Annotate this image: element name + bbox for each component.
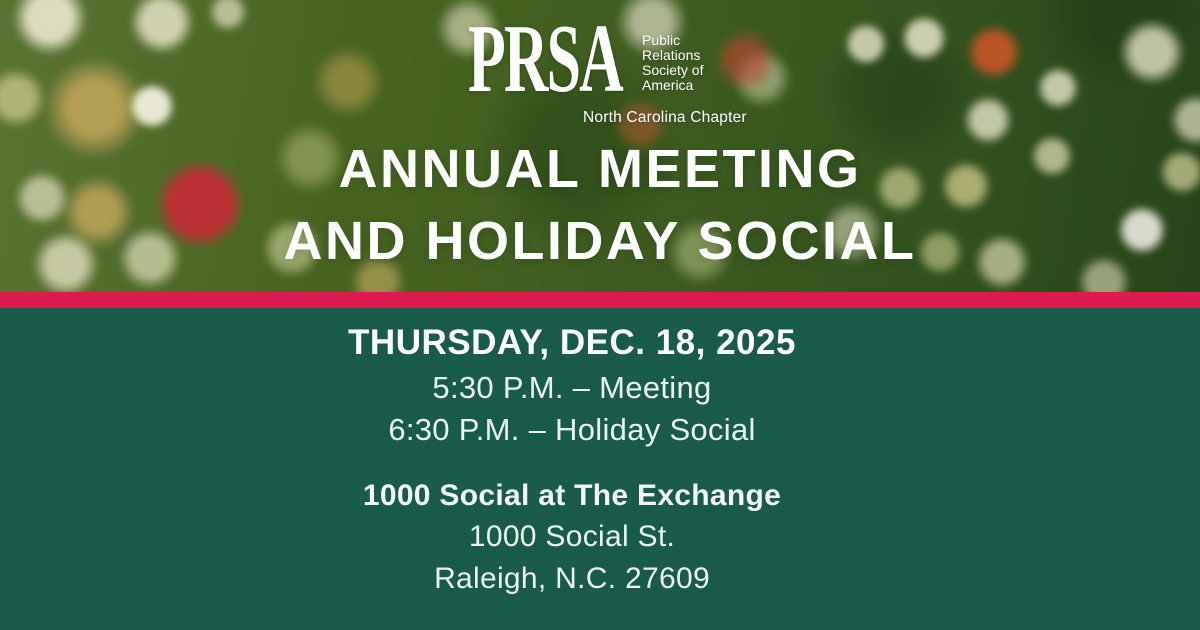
org-line: Public — [642, 32, 681, 48]
holiday-photo-section: PRSA Public Relations Society of America… — [0, 0, 1200, 292]
prsa-logo: PRSA Public Relations Society of America… — [0, 0, 1200, 140]
venue-street: 1000 Social St. — [468, 520, 676, 553]
org-line: Society of — [642, 62, 704, 78]
chapter-label: North Carolina Chapter — [583, 109, 747, 126]
org-line: Relations — [642, 47, 701, 63]
event-date: THURSDAY, DEC. 18, 2025 — [348, 323, 796, 362]
schedule-social-time: 6:30 P.M. – Holiday Social — [388, 412, 756, 447]
title-line-1: ANNUAL MEETING — [338, 139, 862, 199]
red-divider-stripe — [0, 292, 1200, 308]
prsa-wordmark: PRSA — [468, 5, 624, 113]
event-details: THURSDAY, DEC. 18, 2025 5:30 P.M. – Meet… — [0, 308, 1172, 598]
event-title: ANNUAL MEETING AND HOLIDAY SOCIAL — [0, 133, 1200, 277]
org-line: America — [642, 77, 694, 93]
venue-name: 1000 Social at The Exchange — [362, 479, 782, 512]
schedule-meeting-time: 5:30 P.M. – Meeting — [432, 370, 712, 405]
venue-city: Raleigh, N.C. 27609 — [434, 562, 710, 595]
title-line-2: AND HOLIDAY SOCIAL — [283, 211, 917, 271]
bokeh-lights-background — [0, 0, 1200, 292]
prsa-org-name: Public Relations Society of America — [642, 33, 703, 93]
event-details-panel: THURSDAY, DEC. 18, 2025 5:30 P.M. – Meet… — [0, 308, 1200, 630]
